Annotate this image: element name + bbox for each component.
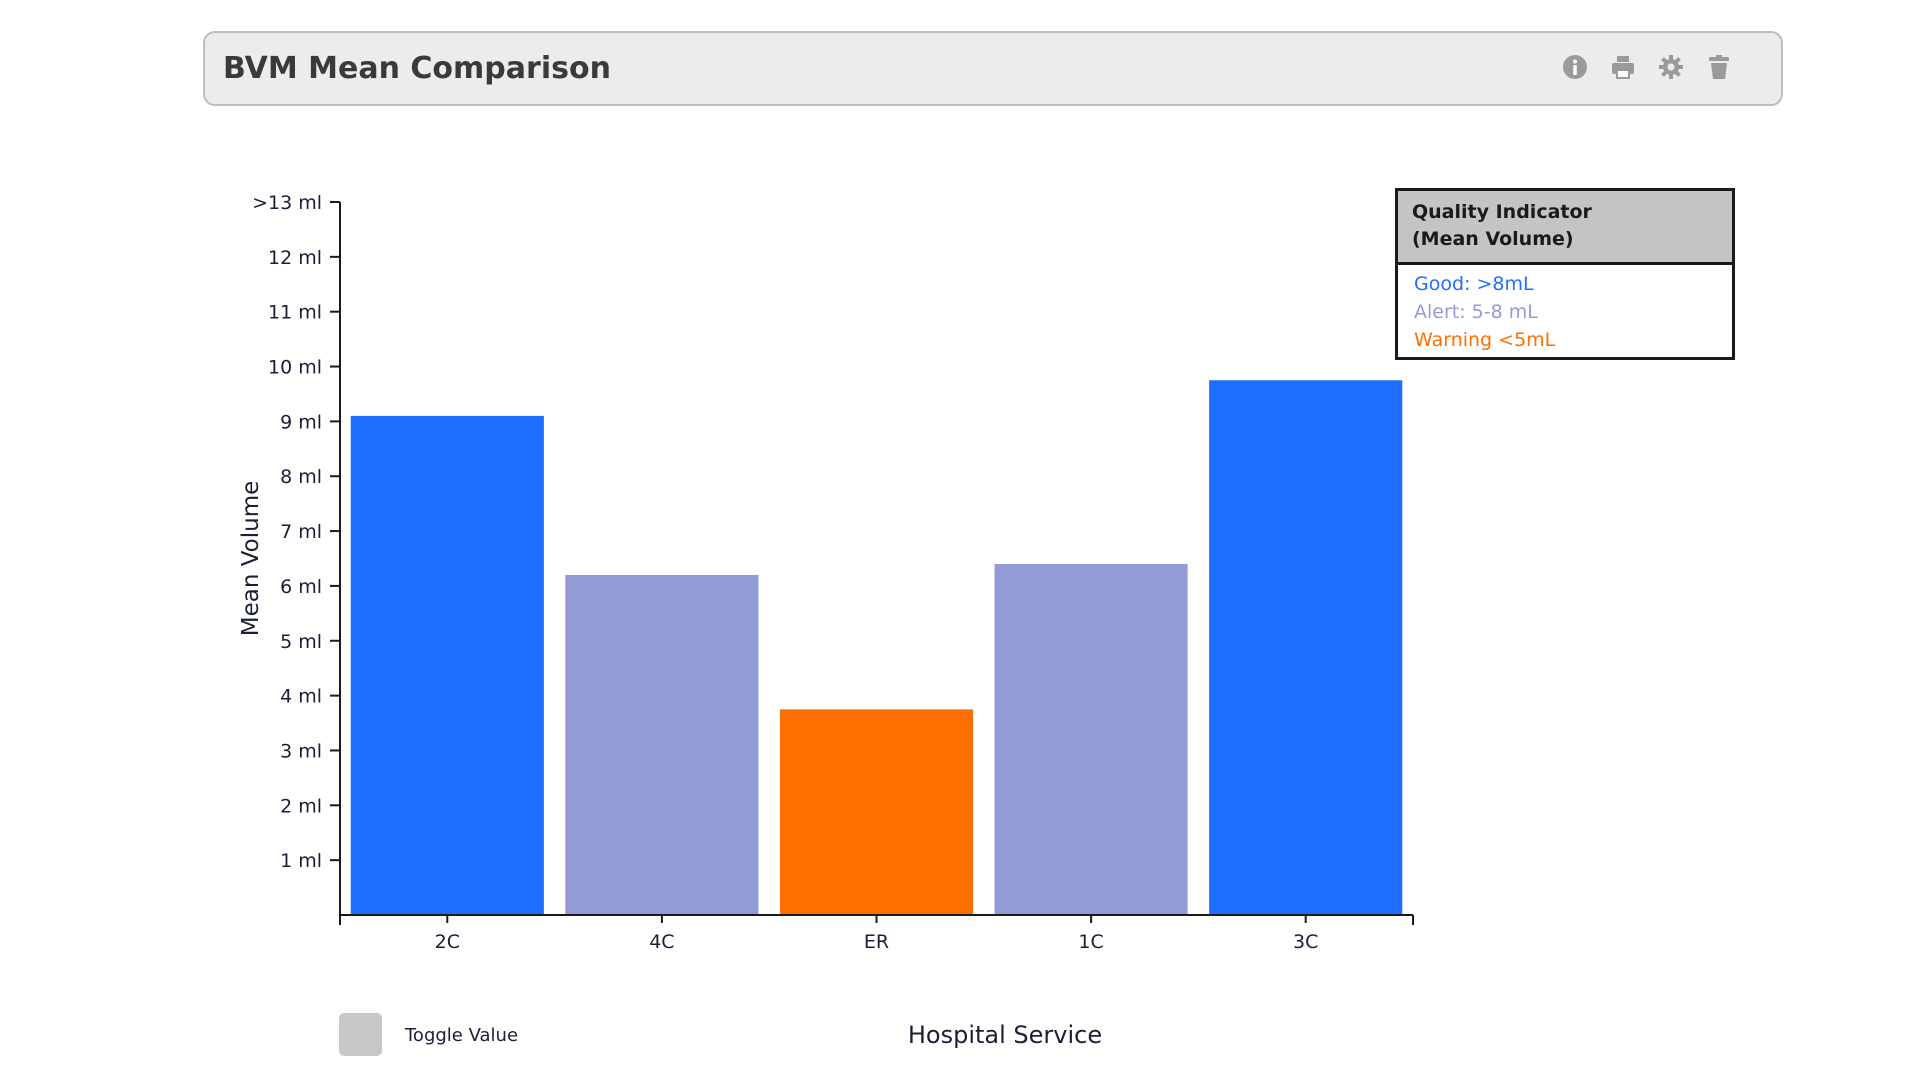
header-toolbar [1561,53,1733,81]
info-icon[interactable] [1561,53,1589,81]
y-tick-label: 10 ml [268,357,322,379]
bar-4c[interactable] [565,574,759,915]
y-tick-label: 6 ml [280,576,322,598]
toggle-value-label: Toggle Value [405,1025,519,1046]
bar-1c[interactable] [994,563,1188,915]
y-tick-label: 11 ml [268,302,322,324]
bar-er[interactable] [779,709,974,915]
legend-header: Quality Indicator (Mean Volume) [1398,191,1732,265]
y-tick-label: 1 ml [280,850,322,872]
x-tick-label: 1C [1078,931,1103,953]
y-tick-label: 12 ml [268,247,322,269]
x-tick-label: 4C [649,931,674,953]
chart-header: BVM Mean Comparison [203,31,1783,106]
y-tick-label: 3 ml [280,740,322,762]
y-tick-label: 8 ml [280,466,322,488]
legend-title-line1: Quality Indicator [1412,201,1592,223]
x-axis-label: Hospital Service [908,1021,1102,1049]
print-icon[interactable] [1609,53,1637,81]
x-tick-label: 3C [1293,931,1318,953]
y-axis-label: Mean Volume [238,481,264,637]
quality-indicator-legend: Quality Indicator (Mean Volume) Good: >8… [1395,188,1735,360]
legend-warning: Warning <5mL [1414,329,1556,351]
y-tick-label: 5 ml [280,631,322,653]
x-tick-label: ER [864,931,889,953]
y-tick-label: 4 ml [280,686,322,708]
bar-2c[interactable] [350,415,544,915]
y-tick-label: 9 ml [280,411,322,433]
y-tick-label: 2 ml [280,795,322,817]
y-tick-label: >13 ml [252,192,322,214]
x-tick-label: 2C [435,931,460,953]
bar-3c[interactable] [1209,380,1403,915]
toggle-value-button[interactable] [339,1013,382,1056]
chart-title: BVM Mean Comparison [223,51,611,86]
legend-good: Good: >8mL [1414,273,1534,295]
gear-icon[interactable] [1657,53,1685,81]
y-tick-label: 7 ml [280,521,322,543]
legend-alert: Alert: 5-8 mL [1414,301,1538,323]
legend-title-line2: (Mean Volume) [1412,228,1574,250]
legend-body: Good: >8mL Alert: 5-8 mL Warning <5mL [1398,265,1732,354]
trash-icon[interactable] [1705,53,1733,81]
